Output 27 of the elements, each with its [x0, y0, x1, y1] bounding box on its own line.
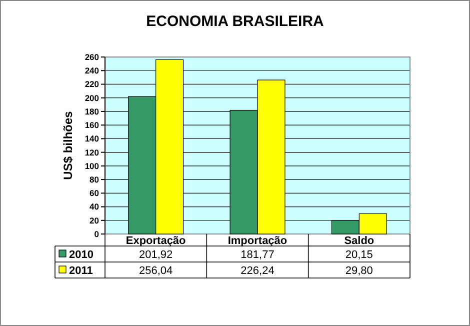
- y-tick-label: 100: [84, 160, 100, 171]
- legend-label: 2010: [69, 248, 94, 261]
- y-tick-label: 80: [90, 174, 100, 185]
- y-tick-label: 40: [90, 202, 100, 212]
- chart-title: ECONOMIA BRASILEIRA: [146, 13, 324, 30]
- y-tick-label: 200: [84, 92, 100, 103]
- data-label: 226,24: [240, 264, 274, 277]
- legend-label: 2011: [69, 264, 93, 277]
- data-label: 181,77: [240, 248, 274, 261]
- y-tick-label: 240: [84, 66, 100, 76]
- data-label: 20,15: [345, 248, 373, 261]
- y-tick-label: 0: [94, 228, 100, 239]
- y-tick-label: 140: [84, 134, 100, 144]
- x-tick-label: Saldo: [344, 235, 374, 247]
- x-tick-label: Exportação: [126, 235, 186, 247]
- y-tick-label: 180: [84, 106, 100, 116]
- data-label: 201,92: [139, 248, 173, 261]
- y-axis-title: US$ bilhões: [61, 110, 75, 180]
- y-tick-label: 260: [84, 52, 100, 62]
- data-label: 29,80: [345, 264, 373, 277]
- y-tick-label: 220: [84, 79, 100, 90]
- y-tick-label: 120: [84, 147, 100, 158]
- y-tick-label: 160: [84, 120, 100, 130]
- x-tick-label: Importação: [228, 235, 288, 247]
- y-tick-label: 20: [90, 215, 100, 226]
- data-label: 256,04: [139, 264, 173, 277]
- y-tick-label: 60: [90, 188, 100, 198]
